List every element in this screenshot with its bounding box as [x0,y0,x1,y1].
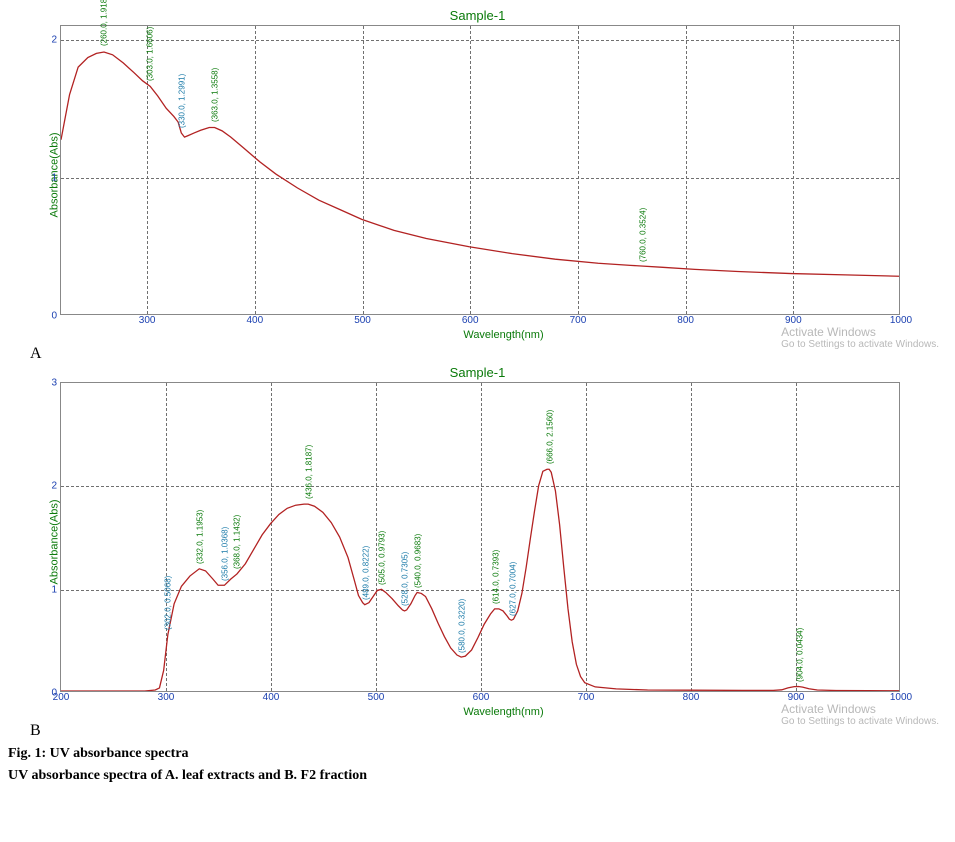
peak-label: (260.0, 1.9187) [100,0,109,46]
peak-label: (303.0, 1.6606) [146,26,155,80]
y-tick-label: 1 [51,172,57,183]
x-tick-label: 400 [263,692,280,703]
x-tick-label: 300 [158,692,175,703]
peak-label: (540.0, 0.9683) [414,534,423,588]
peak-label: (363.0, 1.3558) [211,68,220,122]
peak-label: (505.0, 0.9793) [378,530,387,584]
figure-caption-title: Fig. 1: UV absorbance spectra [8,746,947,762]
peak-label: (332.0, 1.1953) [195,510,204,564]
y-tick-label: 0 [51,311,57,322]
y-tick-label: 2 [51,34,57,45]
chart-a-chart: Sample-1Absorbance(Abs)01230040050060070… [8,8,947,341]
x-tick-label: 600 [473,692,490,703]
valley-label: (356.0, 1.0368) [220,526,229,580]
y-tick-label: 3 [51,378,57,389]
chart-b-plot: 01232003004005006007008009001000(332.0, … [60,382,900,692]
x-tick-label: 700 [578,692,595,703]
chart-b-ylabel: Absorbance(Abs) [49,499,61,584]
x-tick-label: 600 [462,315,479,326]
y-tick-label: 1 [51,584,57,595]
chart-a-title: Sample-1 [8,8,947,23]
valley-label: (580.0, 0.3220) [458,599,467,653]
watermark: Activate WindowsGo to Settings to activa… [781,325,939,351]
peak-label: (436.0, 1.8187) [304,445,313,499]
valley-label: (330.0, 1.2991) [177,73,186,127]
x-tick-label: 500 [368,692,385,703]
peak-label: (666.0, 2.1560) [546,410,555,464]
chart-b-chart: Sample-1 Absorbance(Abs)01232003004005006… [8,365,947,718]
watermark: Activate WindowsGo to Settings to activa… [781,702,939,728]
x-tick-label: 700 [570,315,587,326]
peak-label: (368.0, 1.1432) [233,515,242,569]
figure-caption-body: UV absorbance spectra of A. leaf extract… [8,768,947,784]
valley-label: (528.0, 0.7305) [401,552,410,606]
y-tick-label: 2 [51,481,57,492]
chart-a-plot: 0123004005006007008009001000(260.0, 1.91… [60,25,900,315]
chart-a-curve [61,26,899,314]
x-tick-label: 400 [247,315,264,326]
x-tick-label: 800 [677,315,694,326]
x-tick-label: 300 [139,315,156,326]
peak-label: (760.0, 0.3524) [638,207,647,261]
x-tick-label: 800 [683,692,700,703]
peak-label: (904.0, 0.0434) [796,628,805,682]
x-tick-label: 200 [53,692,70,703]
peak-label: (614.0, 0.7393) [491,550,500,604]
x-tick-label: 500 [354,315,371,326]
chart-b-curve [61,383,899,691]
chart-b-title: Sample-1 [8,365,947,380]
valley-label: (627.0, 0.7004) [508,561,517,615]
valley-label: (489.0, 0.8222) [361,546,370,600]
valley-label: (302.0, 0.5068) [164,576,173,630]
